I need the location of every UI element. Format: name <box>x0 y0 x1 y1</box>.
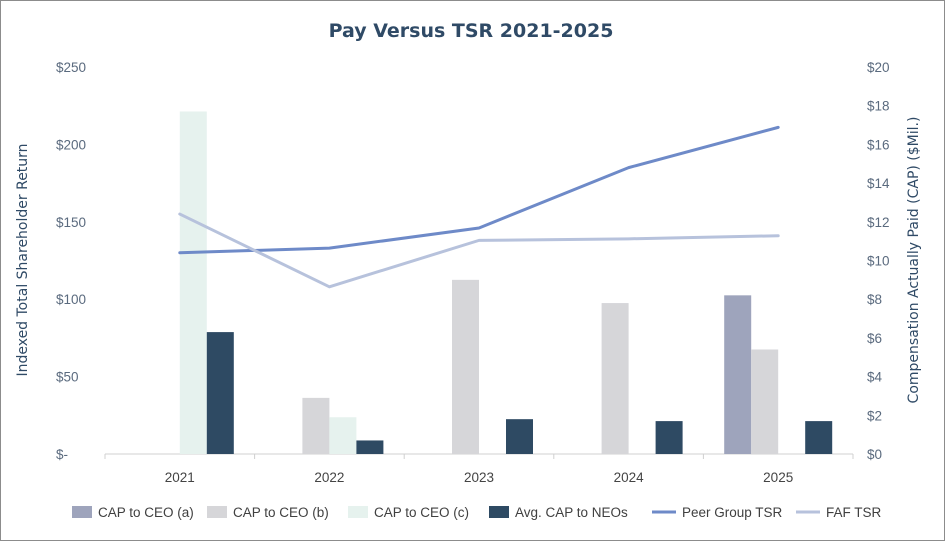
y-right-tick-label: $20 <box>867 60 890 75</box>
legend: CAP to CEO (a) CAP to CEO (b) CAP to CEO (… <box>72 505 882 520</box>
bar-cap-to-ceo-c <box>329 417 357 454</box>
x-tick-label: 2023 <box>464 470 494 485</box>
legend-label: Avg. CAP to NEOs <box>515 505 628 520</box>
legend-swatch <box>207 506 227 518</box>
x-tick-label: 2024 <box>614 470 645 485</box>
legend-label: CAP to CEO (c) <box>374 505 469 520</box>
bar-cap-to-ceo-b <box>751 349 779 454</box>
line-faf-tsr <box>178 212 780 289</box>
y-axis-right-ticks: $0 $2 $4 $6 $8 $10 $12 $14 $16 $18 $20 <box>867 60 890 462</box>
y-axis-left-ticks: $- $50 $100 $150 $200 $250 <box>56 60 86 462</box>
bar-layer <box>179 111 833 454</box>
y-right-tick-label: $18 <box>867 99 890 114</box>
chart-title: Pay Versus TSR 2021-2025 <box>329 20 614 42</box>
legend-label: CAP to CEO (a) <box>98 505 194 520</box>
legend-swatch <box>72 506 92 518</box>
y-right-tick-label: $12 <box>867 215 890 230</box>
y-left-tick-label: $50 <box>56 370 79 385</box>
y-right-tick-label: $2 <box>867 408 882 423</box>
x-tick-label: 2025 <box>763 470 793 485</box>
bar-avg-cap-to-neos <box>655 421 683 454</box>
bar-cap-to-ceo-b <box>302 397 330 454</box>
legend-label: Peer Group TSR <box>682 505 783 520</box>
bar-avg-cap-to-neos <box>356 440 384 454</box>
bar-cap-to-ceo-c <box>179 111 207 454</box>
y-axis-left-label: Indexed Total Shareholder Return <box>15 143 31 376</box>
y-right-tick-label: $0 <box>867 447 882 462</box>
legend-label: FAF TSR <box>826 505 882 520</box>
bar-avg-cap-to-neos <box>805 421 833 454</box>
y-right-tick-label: $6 <box>867 331 882 346</box>
line-layer <box>178 125 780 289</box>
y-left-tick-label: $150 <box>56 215 86 230</box>
bar-cap-to-ceo-b <box>601 303 629 454</box>
legend-swatch <box>489 506 509 518</box>
x-tick-label: 2021 <box>165 470 195 485</box>
y-left-tick-label: $250 <box>56 60 86 75</box>
bar-avg-cap-to-neos <box>206 332 234 454</box>
line-peer-group-tsr <box>178 125 780 255</box>
y-left-tick-label: $100 <box>56 292 86 307</box>
y-right-tick-label: $4 <box>867 370 883 385</box>
legend-swatch <box>348 506 368 518</box>
y-right-tick-label: $8 <box>867 292 882 307</box>
bar-cap-to-ceo-b <box>452 279 479 454</box>
y-axis-right-label: Compensation Actually Paid (CAP) ($Mil.) <box>906 117 922 404</box>
y-right-tick-label: $14 <box>867 176 890 191</box>
y-left-tick-label: $- <box>56 447 68 462</box>
y-left-tick-label: $200 <box>56 137 86 152</box>
legend-label: CAP to CEO (b) <box>233 505 329 520</box>
x-tick-label: 2022 <box>314 470 344 485</box>
y-right-tick-label: $16 <box>867 137 890 152</box>
y-right-tick-label: $10 <box>867 254 890 269</box>
bar-cap-to-ceo-a <box>724 295 752 454</box>
bar-avg-cap-to-neos <box>506 419 533 454</box>
x-axis-ticks: 2021 2022 2023 2024 2025 <box>104 454 854 485</box>
